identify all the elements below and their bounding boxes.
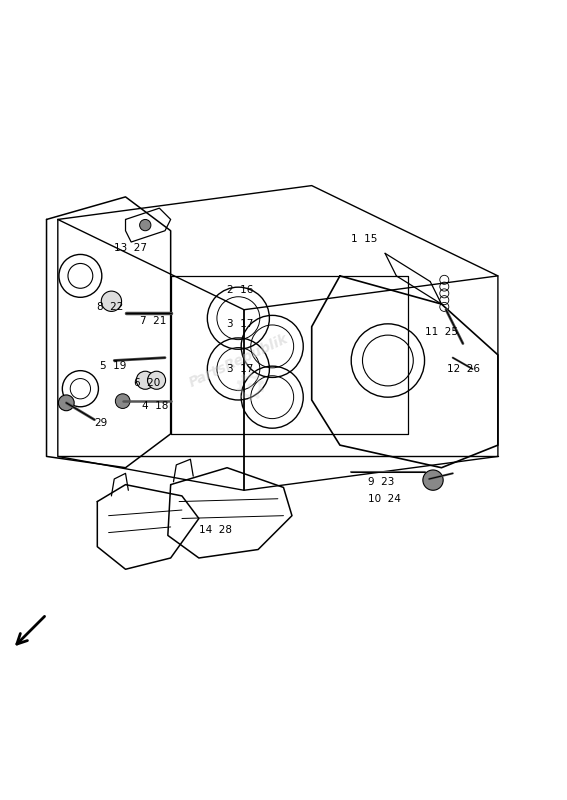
Circle shape xyxy=(147,371,166,390)
Text: 4  18: 4 18 xyxy=(142,401,169,410)
Text: 8  22: 8 22 xyxy=(98,302,124,312)
Text: 6  20: 6 20 xyxy=(134,378,160,388)
Text: 2  16: 2 16 xyxy=(227,285,253,295)
Text: 12  26: 12 26 xyxy=(447,364,480,374)
Circle shape xyxy=(423,470,443,490)
Text: 3  17: 3 17 xyxy=(227,364,253,374)
Text: 11  25: 11 25 xyxy=(425,327,458,338)
Text: 10  24: 10 24 xyxy=(368,494,401,504)
Circle shape xyxy=(139,219,151,230)
Circle shape xyxy=(115,394,130,409)
Text: 13  27: 13 27 xyxy=(114,242,147,253)
Text: 14  28: 14 28 xyxy=(199,525,232,534)
Text: 29: 29 xyxy=(95,418,108,427)
Text: ⚙: ⚙ xyxy=(232,370,267,408)
Text: PartsRepublik: PartsRepublik xyxy=(187,331,290,390)
Text: 1  15: 1 15 xyxy=(351,234,378,244)
Text: 9  23: 9 23 xyxy=(368,477,395,487)
Circle shape xyxy=(58,395,74,410)
Circle shape xyxy=(136,371,154,390)
Text: 3  17: 3 17 xyxy=(227,319,253,329)
Text: 5  19: 5 19 xyxy=(100,361,126,371)
Circle shape xyxy=(101,291,121,311)
Text: 7  21: 7 21 xyxy=(139,316,166,326)
